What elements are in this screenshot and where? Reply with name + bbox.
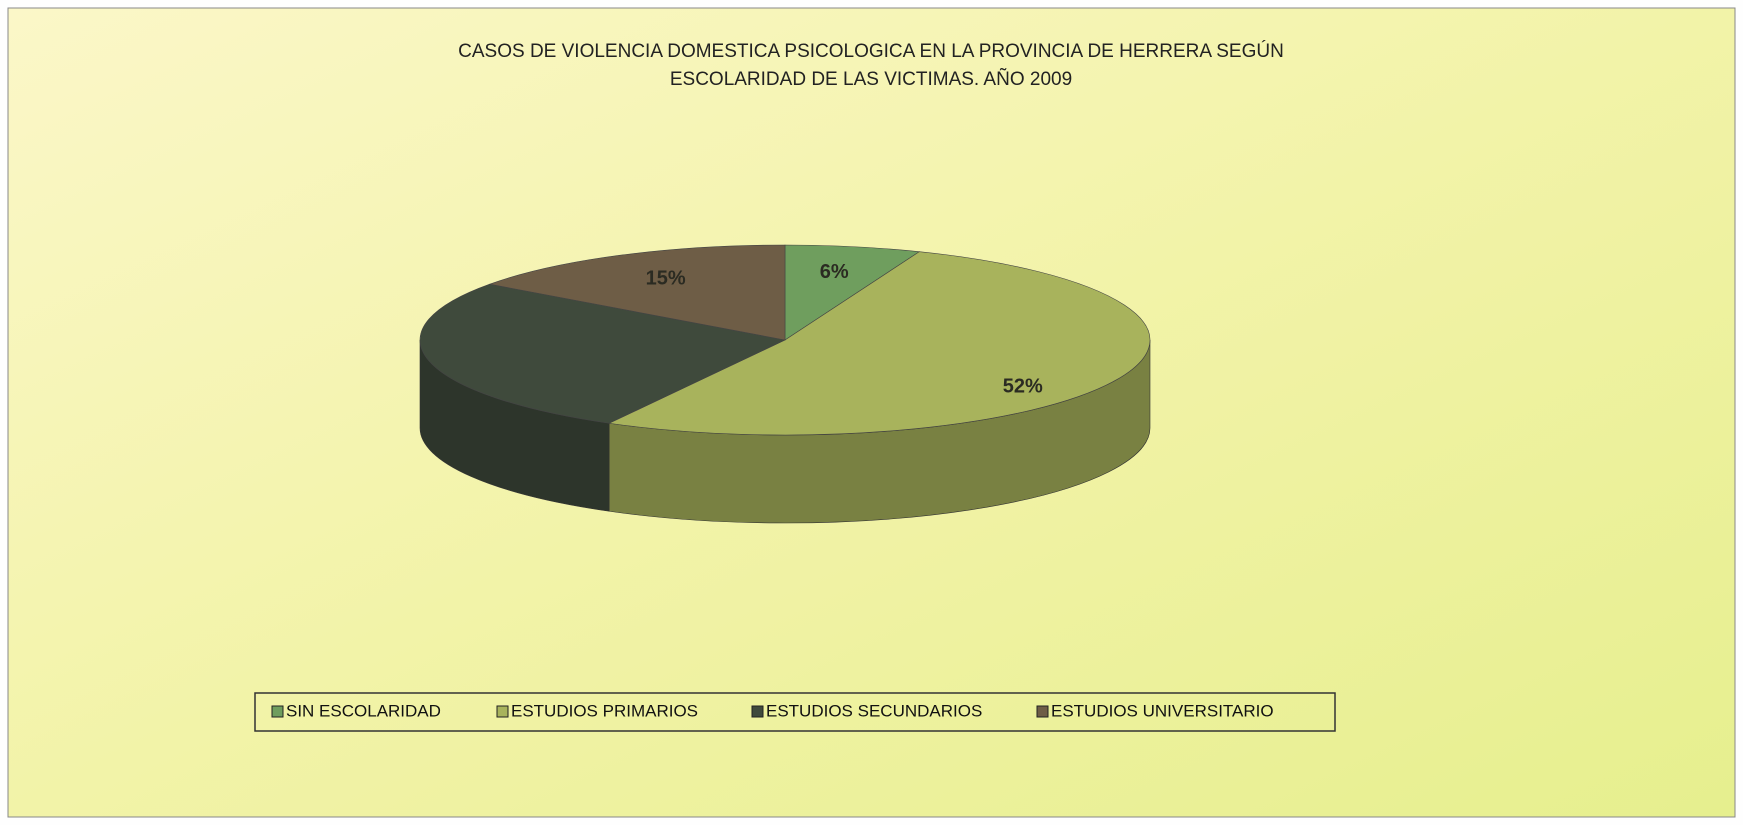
data-label: 15%: [646, 267, 686, 289]
data-label: 6%: [820, 261, 849, 283]
legend-swatch: [751, 705, 764, 718]
chart-title: CASOS DE VIOLENCIA DOMESTICA PSICOLOGICA…: [458, 40, 1284, 62]
legend-label: ESTUDIOS UNIVERSITARIO: [1051, 701, 1274, 720]
legend-swatch: [496, 705, 509, 718]
slice: [784, 244, 921, 341]
data-label: 52%: [1003, 375, 1043, 397]
chart-title: ESCOLARIDAD DE LAS VICTIMAS. AÑO 2009: [670, 68, 1072, 90]
legend-swatch: [271, 705, 284, 718]
legend-swatch: [1036, 705, 1049, 718]
legend-label: SIN ESCOLARIDAD: [286, 701, 441, 720]
slice: [488, 244, 786, 341]
legend-box: [254, 692, 1336, 732]
legend-label: ESTUDIOS PRIMARIOS: [511, 701, 698, 720]
slice: [419, 283, 786, 424]
legend-label: ESTUDIOS SECUNDARIOS: [766, 701, 982, 720]
slice: [608, 251, 1151, 436]
